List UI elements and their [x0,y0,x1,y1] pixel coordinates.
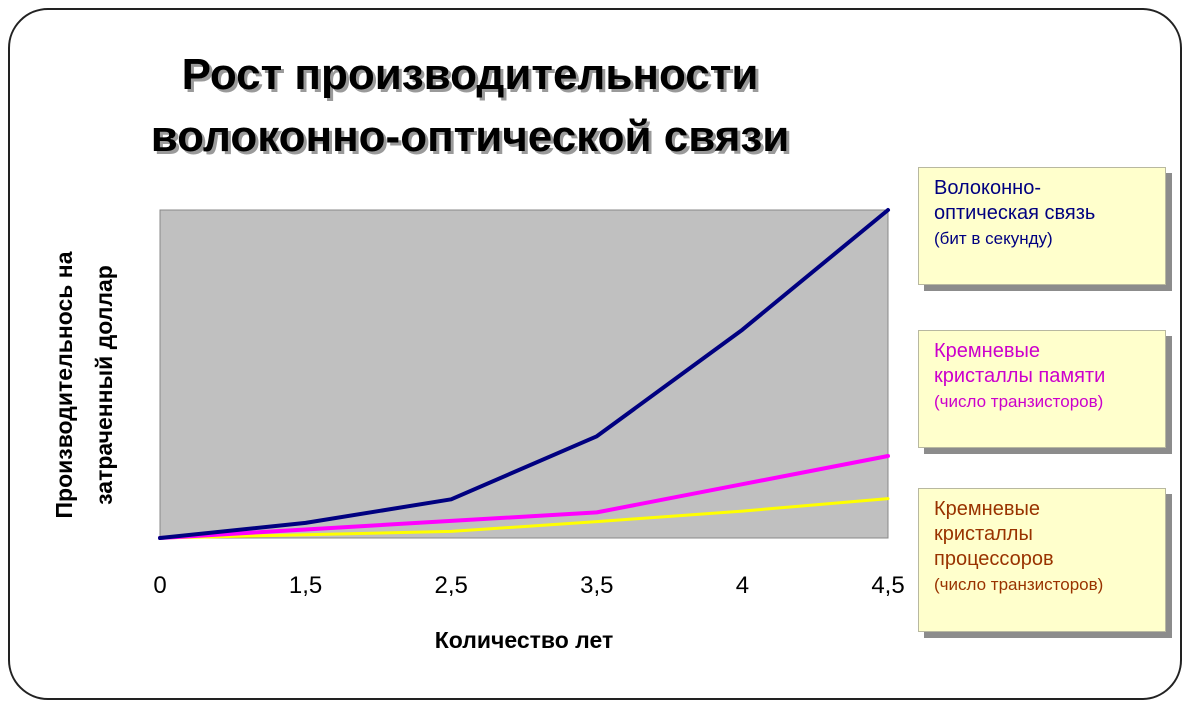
legend-memory-line-2: кристаллы памяти [934,365,1106,387]
slide-title: Рост производительности волоконно-оптиче… [60,44,880,168]
legend-fiber-line-2: оптическая связь [934,202,1096,224]
x-axis-ticks: 0 1,5 2,5 3,5 4 4,5 [153,572,904,599]
x-tick-label: 3,5 [580,572,613,599]
x-tick-label: 0 [153,572,166,599]
x-tick-label: 4 [736,572,749,599]
legend-processor-line-1: Кремневые [934,498,1040,520]
series-layer [158,208,890,540]
legend-fiber-line-1: Волоконно- [934,177,1042,199]
series-line-0 [158,208,890,540]
series-line-1 [158,454,890,540]
x-tick-label: 2,5 [435,572,468,599]
x-axis-label: Количество лет [435,627,614,653]
x-tick-label: 4,5 [871,572,904,599]
legend-processor-line-3: процессоров [934,548,1054,570]
legend-processor-line-2: кристаллы [934,523,1033,545]
legend-fiber-line-3: (бит в секунду) [934,229,1053,248]
title-line-1: Рост производительности [181,50,759,99]
series-line-2 [158,497,890,540]
legend-memory-chips: Кремневые кристаллы памяти (число транзи… [918,330,1166,448]
title-line-2: волоконно-оптической связи [150,112,790,161]
legend-processor-line-4: (число транзисторов) [934,575,1104,594]
y-axis-label-line-2: затраченный доллар [91,265,117,505]
x-tick-label: 1,5 [289,572,322,599]
legend-fiber-optic: Волоконно- оптическая связь (бит в секун… [918,167,1166,285]
legend-memory-line-1: Кремневые [934,340,1040,362]
legend-processor-chips: Кремневые кристаллы процессоров (число т… [918,488,1166,632]
legend-memory-line-3: (число транзисторов) [934,392,1104,411]
plot-area [159,209,889,539]
y-axis-label-line-1: Производительнось на [51,251,77,518]
